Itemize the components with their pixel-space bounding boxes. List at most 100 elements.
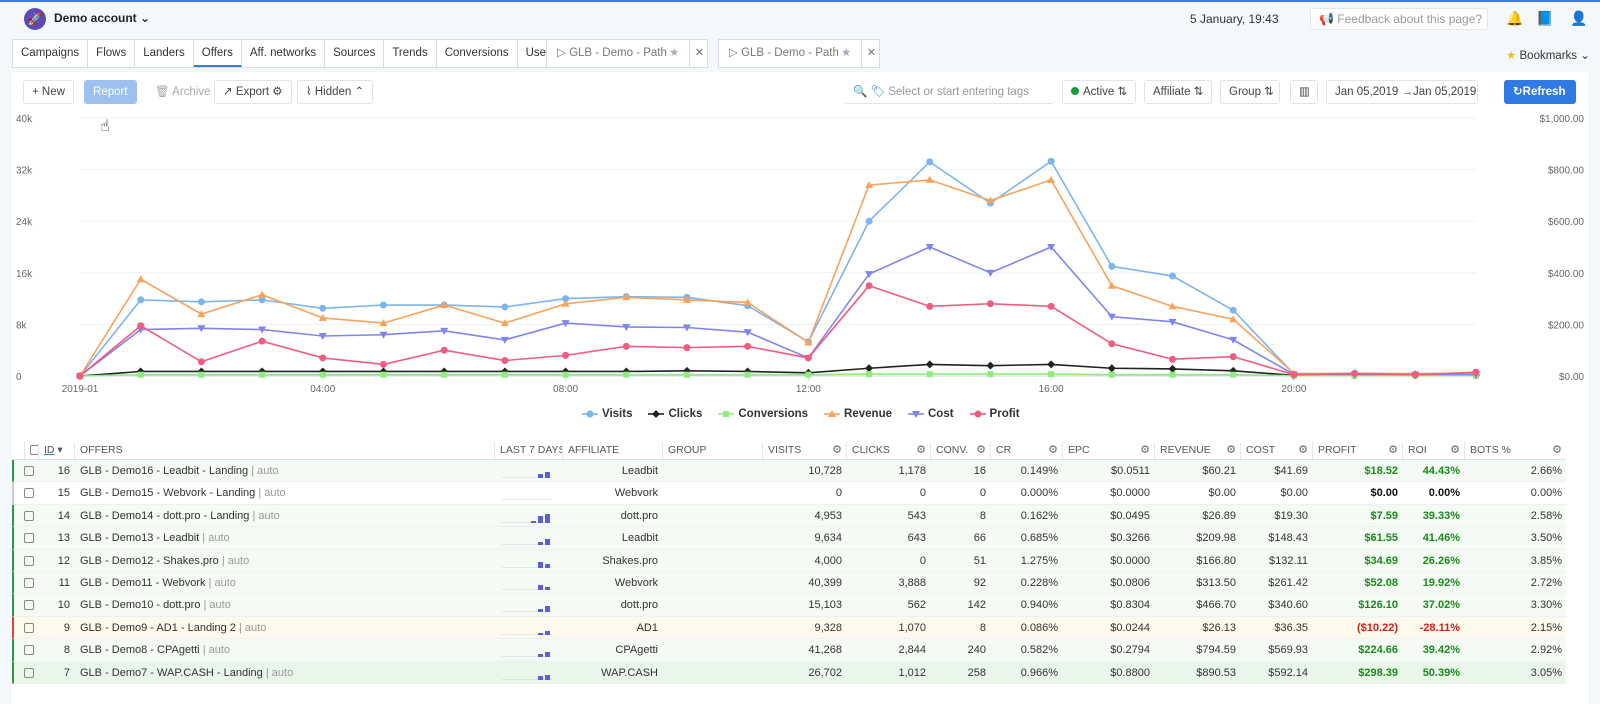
- star-icon[interactable]: ★: [669, 47, 680, 59]
- column-header-name[interactable]: OFFERS: [74, 442, 494, 459]
- gear-icon[interactable]: ⚙: [1450, 444, 1460, 456]
- group-filter[interactable]: Group ⇅: [1220, 80, 1280, 104]
- row-checkbox[interactable]: [24, 662, 38, 683]
- data-point[interactable]: [1169, 272, 1177, 280]
- bookmarks-menu[interactable]: ★ Bookmarks ⌄: [1506, 48, 1590, 62]
- close-icon[interactable]: ✕: [861, 40, 881, 67]
- data-point[interactable]: [986, 300, 994, 308]
- offer-name[interactable]: GLB - Demo15 - Webvork - Landing: [80, 487, 256, 500]
- data-point[interactable]: [1108, 262, 1116, 270]
- data-point[interactable]: [562, 295, 570, 303]
- hidden-columns-button[interactable]: ⌇ Hidden ⌃: [297, 80, 374, 104]
- table-row[interactable]: 7 GLB - Demo7 - WAP.CASH - Landing | auto…: [12, 661, 1566, 684]
- tab-offers[interactable]: Offers: [193, 40, 242, 67]
- columns-layout-icon[interactable]: ▥: [1290, 80, 1318, 104]
- table-row[interactable]: 12 GLB - Demo12 - Shakes.pro | auto Shakes…: [12, 549, 1566, 572]
- table-row[interactable]: 11 GLB - Demo11 - Webvork | auto Webvork 40…: [12, 571, 1566, 595]
- data-point[interactable]: [379, 319, 388, 327]
- tags-search-input[interactable]: 🔍 🏷 Select or start entering tags: [844, 80, 1054, 104]
- column-header-profit[interactable]: PROFIT ⚙: [1312, 442, 1402, 459]
- gear-icon[interactable]: ⚙: [832, 444, 842, 456]
- data-point[interactable]: [865, 181, 874, 189]
- data-point[interactable]: [1048, 371, 1055, 378]
- data-point[interactable]: [197, 298, 205, 306]
- data-point[interactable]: [76, 372, 84, 380]
- data-point[interactable]: [622, 293, 631, 301]
- data-point[interactable]: [652, 410, 661, 418]
- tab-trends[interactable]: Trends: [384, 40, 437, 67]
- data-point[interactable]: [561, 320, 570, 328]
- data-point[interactable]: [1169, 371, 1176, 378]
- data-point[interactable]: [1229, 353, 1237, 361]
- data-point[interactable]: [1168, 318, 1177, 326]
- data-point[interactable]: [440, 327, 449, 335]
- data-point[interactable]: [865, 364, 874, 373]
- data-point[interactable]: [441, 371, 448, 378]
- data-point[interactable]: [137, 322, 145, 330]
- data-point[interactable]: [622, 342, 630, 350]
- offer-name[interactable]: GLB - Demo11 - Webvork: [80, 576, 206, 589]
- data-point[interactable]: [197, 358, 205, 366]
- data-point[interactable]: [1168, 302, 1177, 310]
- data-point[interactable]: [379, 331, 388, 339]
- data-point[interactable]: [926, 158, 934, 166]
- data-point[interactable]: [1047, 175, 1056, 183]
- column-header-revenue[interactable]: REVENUE ⚙: [1154, 442, 1240, 459]
- data-point[interactable]: [319, 354, 327, 362]
- row-checkbox[interactable]: [24, 505, 38, 526]
- data-point[interactable]: [865, 282, 873, 290]
- offer-name[interactable]: GLB - Demo14 - dott.pro - Landing: [80, 509, 250, 522]
- legend-item-conversions[interactable]: Conversions: [718, 408, 808, 420]
- gear-icon[interactable]: ⚙: [1388, 444, 1398, 456]
- date-range-picker[interactable]: Jan 05,2019 →Jan 05,2019: [1326, 80, 1478, 104]
- data-point[interactable]: [500, 336, 509, 344]
- offer-name[interactable]: GLB - Demo12 - Shakes.pro: [80, 554, 219, 567]
- data-point[interactable]: [1229, 315, 1238, 323]
- legend-item-clicks[interactable]: Clicks: [648, 408, 702, 420]
- data-point[interactable]: [197, 325, 206, 333]
- gear-icon[interactable]: ⚙: [1048, 444, 1058, 456]
- data-point[interactable]: [987, 371, 994, 378]
- legend-item-visits[interactable]: Visits: [582, 408, 632, 420]
- status-filter[interactable]: Active ⇅: [1062, 80, 1136, 104]
- data-point[interactable]: [318, 333, 327, 341]
- row-checkbox[interactable]: [24, 527, 38, 548]
- column-header-id[interactable]: ID ▾: [38, 442, 74, 459]
- report-button[interactable]: Report: [84, 80, 137, 104]
- data-point[interactable]: [828, 410, 837, 417]
- data-point[interactable]: [318, 313, 327, 321]
- column-header-visits[interactable]: VISITS ⚙: [762, 442, 846, 459]
- data-point[interactable]: [258, 337, 266, 345]
- data-point[interactable]: [926, 302, 934, 310]
- data-point[interactable]: [198, 371, 205, 378]
- data-point[interactable]: [683, 371, 690, 378]
- gear-icon[interactable]: ⚙: [1298, 444, 1308, 456]
- close-icon[interactable]: ✕: [689, 40, 709, 67]
- rocket-logo-icon[interactable]: 🚀: [24, 8, 46, 30]
- data-point[interactable]: [1168, 364, 1177, 373]
- gear-icon[interactable]: ⚙: [916, 444, 926, 456]
- data-point[interactable]: [911, 411, 920, 418]
- tab-campaigns[interactable]: Campaigns: [13, 40, 89, 67]
- offer-name[interactable]: GLB - Demo10 - dott.pro: [80, 599, 201, 612]
- column-header-affiliate[interactable]: AFFILIATE: [562, 442, 662, 459]
- refresh-button[interactable]: ↻Refresh: [1504, 80, 1576, 104]
- data-point[interactable]: [440, 301, 449, 309]
- data-point[interactable]: [562, 371, 569, 378]
- data-point[interactable]: [1229, 336, 1238, 344]
- star-icon[interactable]: ★: [841, 47, 852, 59]
- data-point[interactable]: [1107, 313, 1116, 321]
- data-point[interactable]: [623, 371, 630, 378]
- data-point[interactable]: [986, 269, 995, 277]
- data-point[interactable]: [925, 360, 934, 369]
- table-row[interactable]: 10 GLB - Demo10 - dott.pro | auto dott.pro…: [12, 594, 1566, 617]
- data-point[interactable]: [804, 338, 813, 346]
- row-checkbox[interactable]: [24, 594, 38, 615]
- data-point[interactable]: [1047, 360, 1056, 369]
- data-point[interactable]: [1230, 371, 1237, 378]
- data-point[interactable]: [1472, 368, 1480, 376]
- affiliate-filter[interactable]: Affiliate ⇅: [1144, 80, 1212, 104]
- tab-landers[interactable]: Landers: [135, 40, 194, 67]
- row-checkbox[interactable]: [24, 639, 38, 660]
- table-row[interactable]: 8 GLB - Demo8 - CPAgetti | auto CPAgetti 41…: [12, 639, 1566, 662]
